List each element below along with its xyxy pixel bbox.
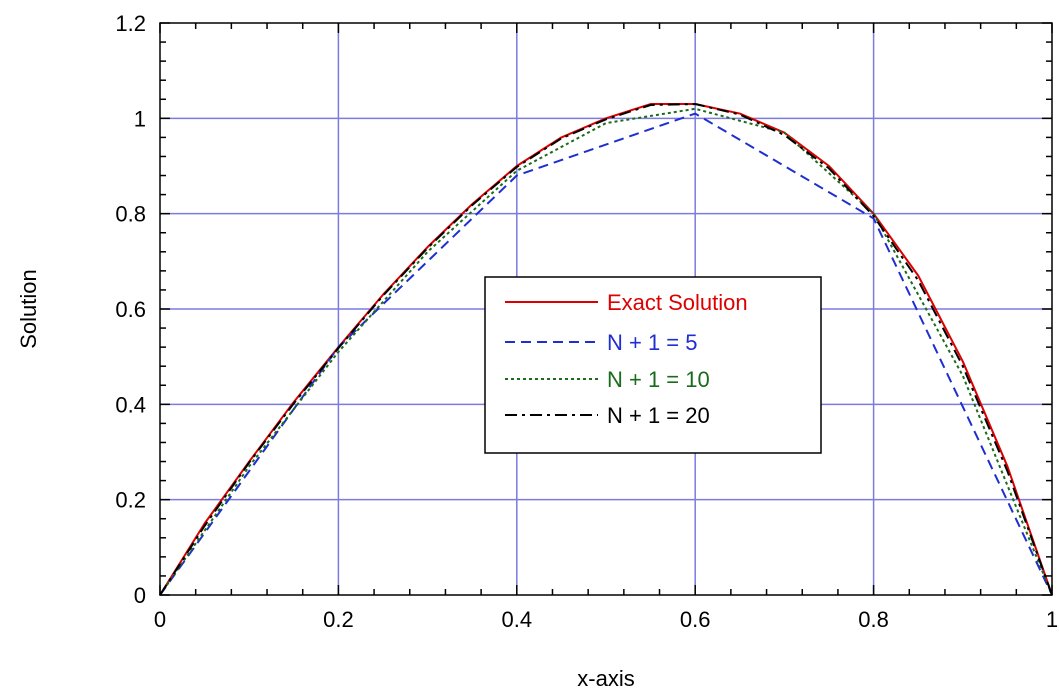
y-tick-label: 0.8: [115, 202, 146, 227]
legend-label-1: Exact Solution: [607, 290, 748, 315]
x-tick-label: 0.2: [323, 607, 354, 632]
series-line-2: [159, 112, 1053, 596]
tick-labels: 0 0.2 0.4 0.6 0.8 1 0 0.2 0.4 0.6 0.8 1 1.2: [115, 11, 1058, 632]
y-tick-label: 1: [134, 106, 146, 131]
series-line-3: [159, 107, 1053, 596]
series-lines: [159, 103, 1053, 596]
legend-items: Exact Solution N + 1 = 5 N + 1 = 10 N + 1 =…: [505, 290, 748, 428]
y-tick-label: 0.4: [115, 392, 146, 417]
x-axis-title: x-axis: [577, 666, 634, 691]
legend: Exact Solution N + 1 = 5 N + 1 = 10 N + 1 =…: [484, 276, 822, 454]
legend-label-4: N + 1 = 20: [607, 403, 710, 428]
series-line-4: [159, 103, 1053, 596]
x-tick-label: 0.8: [858, 607, 889, 632]
x-tick-label: 0.6: [680, 607, 711, 632]
legend-label-2: N + 1 = 5: [607, 330, 698, 355]
x-tick-label: 0: [154, 607, 166, 632]
y-tick-label: 0.6: [115, 297, 146, 322]
axis-ticks: [159, 22, 1053, 596]
y-tick-label: 0.2: [115, 488, 146, 513]
x-tick-label: 0.4: [502, 607, 533, 632]
y-axis-title: Solution: [16, 269, 41, 349]
legend-label-3: N + 1 = 10: [607, 367, 710, 392]
y-tick-label: 1.2: [115, 11, 146, 36]
y-tick-label: 0: [134, 583, 146, 608]
legend-box: [484, 276, 822, 454]
x-tick-label: 1: [1046, 607, 1058, 632]
